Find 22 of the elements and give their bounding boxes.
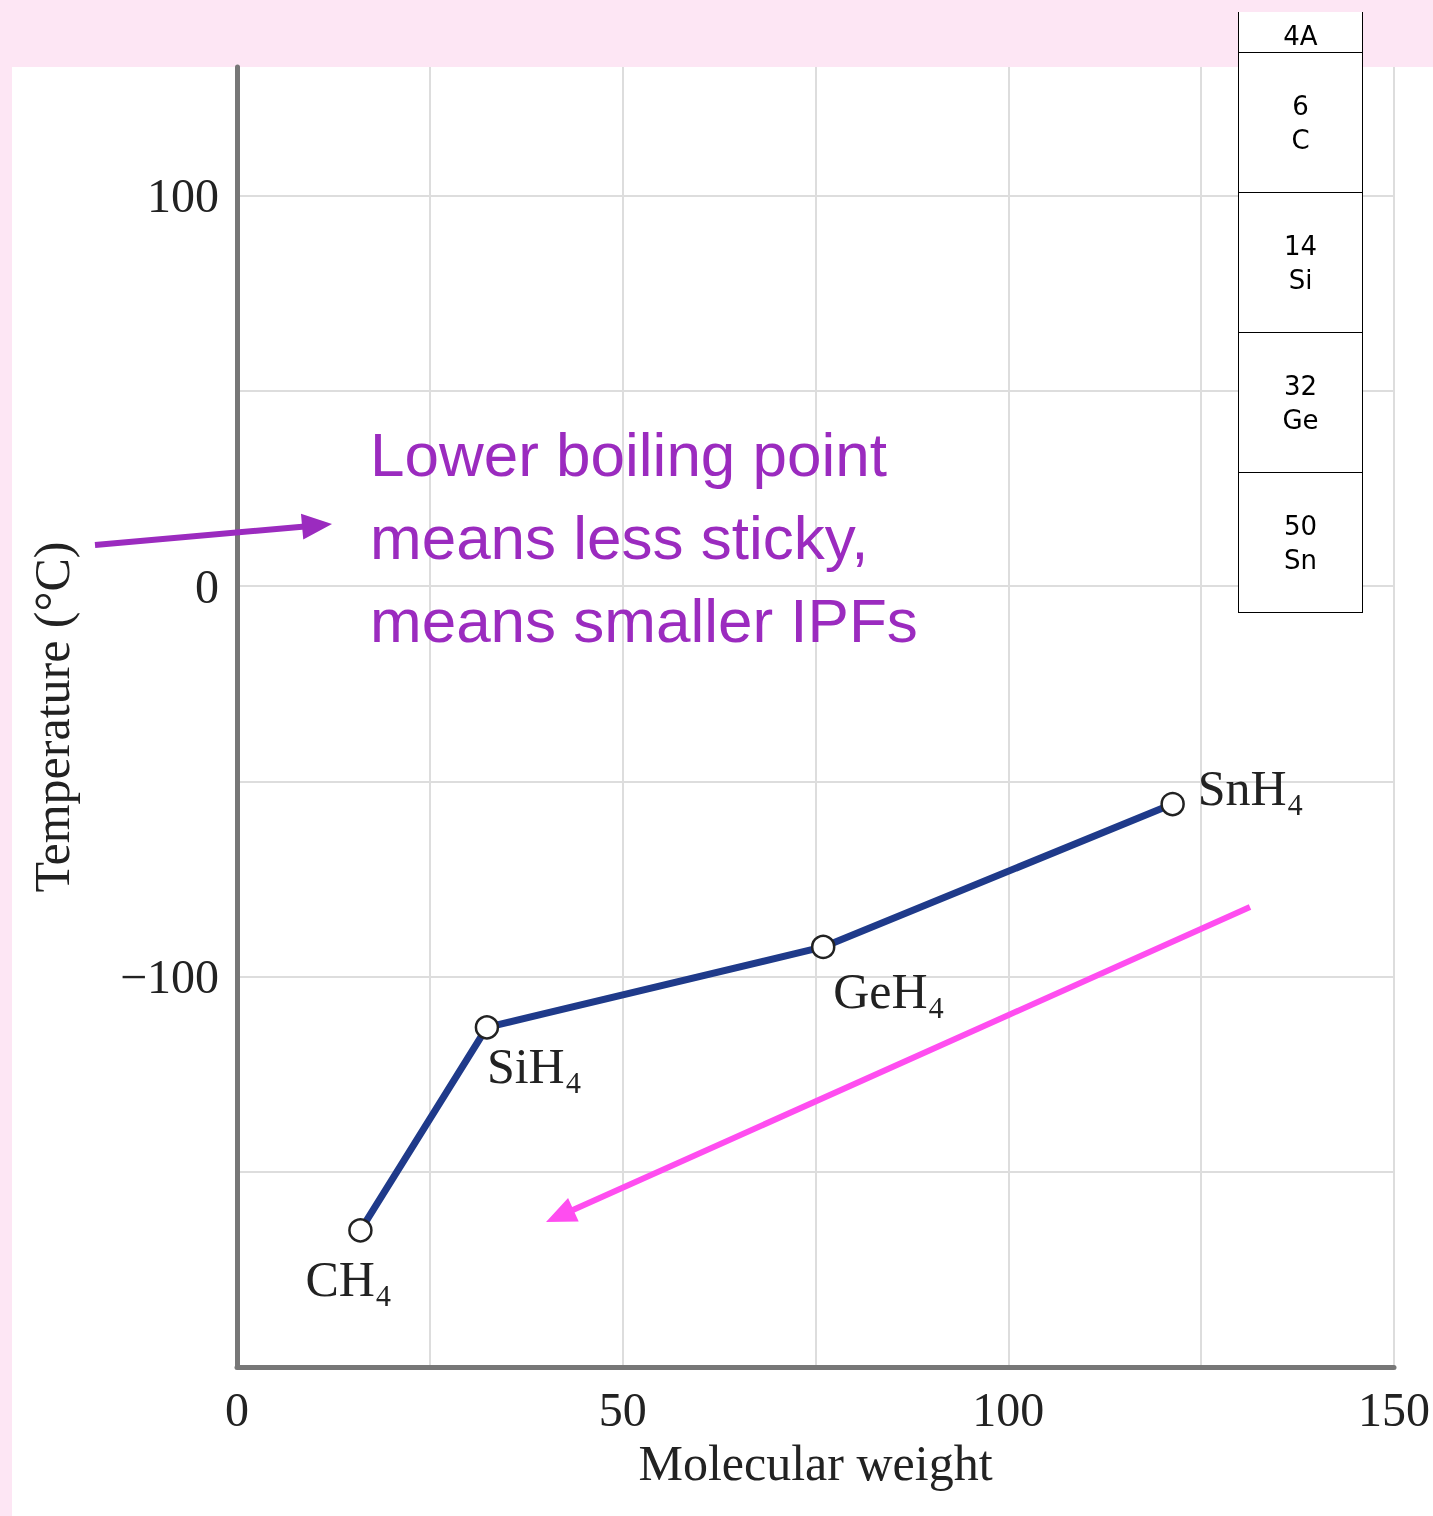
annotation: Sn [1284,545,1317,575]
x-axis-title: Molecular weight [638,1434,993,1491]
text: 4A [1283,21,1318,51]
annotation: Si [1288,265,1313,295]
annotation: SnH₄ [1197,759,1304,818]
annotation: C [1291,125,1310,155]
x-tick-label: 150 [1358,1382,1430,1436]
y-tick-label: −100 [119,950,219,1004]
annotation: 32 [1283,371,1318,401]
annotation: 50 [1283,511,1318,541]
annotation: Lower boiling point means less sticky, means smaller IPFs [370,419,919,657]
y-axis-title: Temperature (°C) [24,541,80,893]
y-tick-label: 100 [147,169,219,223]
annotation: 14 [1283,231,1318,261]
annotation: GeH₄ [833,961,946,1020]
annotation: Ge [1282,405,1319,435]
x-tick-label: 100 [972,1382,1045,1436]
annotation: 6 [1292,91,1309,121]
annotation: SiH₄ [486,1037,583,1096]
y-tick-label: 0 [195,559,219,613]
x-tick-label: 50 [598,1382,647,1436]
annotation: CH₄ [305,1250,393,1309]
